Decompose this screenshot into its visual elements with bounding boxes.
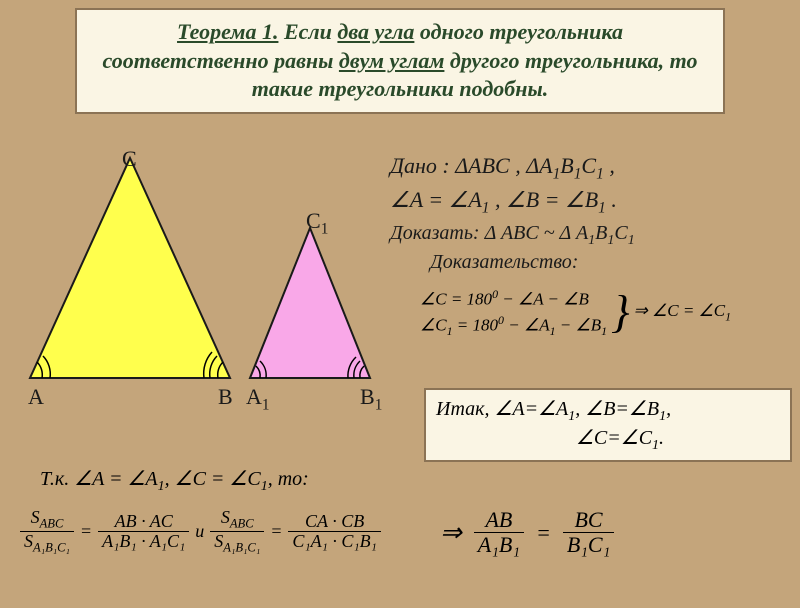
given-block: Дано : ΔABC , ΔA1B1C1 , ∠A = ∠A1 , ∠B = …: [390, 153, 790, 276]
final-frac-1: AB A₁B₁: [474, 508, 524, 557]
proof-label: Доказательство:: [430, 251, 790, 274]
vertex-c1: C1: [306, 208, 328, 238]
side-frac-2: CA · CB C₁A₁ · C₁B₁: [288, 512, 381, 553]
area-frac-1: SABC SA₁B₁C₁: [20, 508, 74, 556]
triangle-a1b1c1: [250, 228, 370, 378]
area-ratio-block: SABC SA₁B₁C₁ = AB · AC A₁B₁ · A₁C₁ и SAB…: [20, 508, 381, 556]
final-frac-2: BC B₁C₁: [563, 508, 614, 557]
vertex-a1: A1: [246, 384, 270, 414]
prove-line: Доказать: Δ ABC ~ Δ A1B1C1: [390, 222, 790, 249]
angle-c-derivation: ∠C = 1800 − ∠A − ∠B ∠C1 = 1800 − ∠A1 − ∠…: [420, 286, 731, 339]
triangles-figure: C A B C1 A1 B1: [10, 148, 380, 458]
triangles-svg: [10, 148, 380, 408]
implies-icon: ⇒: [440, 518, 462, 548]
derivation-result: ⇒ ∠C = ∠C1: [634, 301, 732, 324]
result-box: Итак, ∠A=∠A1, ∠B=∠B1, ∠C=∠C1.: [424, 388, 792, 462]
final-ratio: ⇒ AB A₁B₁ = BC B₁C₁: [440, 508, 614, 557]
theorem-title: Теорема 1. Если два угла одного треуголь…: [93, 18, 707, 104]
side-frac-1: AB · AC A₁B₁ · A₁C₁: [98, 512, 189, 553]
triangle-abc: [30, 158, 230, 378]
vertex-c: C: [122, 146, 137, 172]
vertex-b1: B1: [360, 384, 382, 414]
given-line-1: Дано : ΔABC , ΔA1B1C1 ,: [390, 153, 790, 183]
area-frac-2: SABC SA₁B₁C₁: [210, 508, 264, 556]
derivation-lines: ∠C = 1800 − ∠A − ∠B ∠C1 = 1800 − ∠A1 − ∠…: [420, 286, 607, 339]
given-line-2: ∠A = ∠A1 , ∠B = ∠B1 .: [390, 187, 790, 217]
theorem-box: Теорема 1. Если два угла одного треуголь…: [75, 8, 725, 114]
theorem-label: Теорема 1.: [177, 19, 278, 44]
right-brace-icon: }: [611, 289, 629, 335]
since-line: Т.к. ∠A = ∠A1, ∠C = ∠C1, то:: [40, 466, 309, 495]
vertex-a: A: [28, 384, 44, 410]
vertex-b: B: [218, 384, 233, 410]
